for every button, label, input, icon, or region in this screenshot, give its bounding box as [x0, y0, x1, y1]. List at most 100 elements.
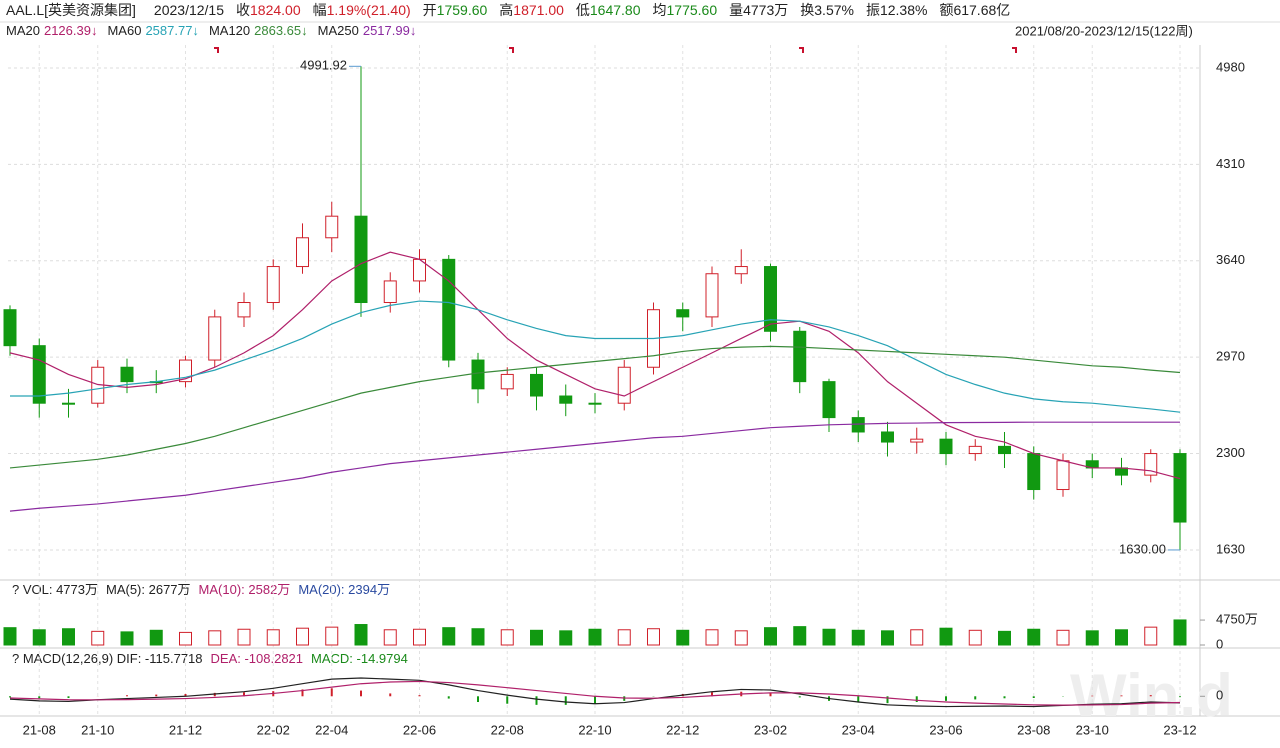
- line: [10, 300, 1181, 413]
- volume-bar: [676, 629, 690, 646]
- y-tick-label: 3640: [1216, 252, 1245, 267]
- line: [9, 345, 1181, 469]
- annotation: 4991.92: [300, 58, 347, 73]
- line: [9, 421, 1181, 512]
- candle-body: [822, 381, 836, 419]
- y-tick-label: 2970: [1216, 349, 1245, 364]
- x-tick-label: 22-02: [257, 722, 290, 737]
- header-label: 换: [800, 2, 814, 18]
- volume-bar: [266, 629, 280, 646]
- volume-bar: [530, 629, 543, 646]
- x-tick-label: 22-04: [315, 722, 348, 737]
- x-tick-label: 22-10: [578, 722, 611, 737]
- candle-body: [32, 345, 46, 404]
- x-tick-label: 23-08: [1017, 722, 1050, 737]
- volume-bar: [1056, 629, 1070, 646]
- candle-body: [1056, 460, 1070, 491]
- candle-body: [734, 266, 748, 275]
- x-tick-label: 22-08: [491, 722, 524, 737]
- header-value: 617.68亿: [953, 2, 1010, 18]
- legend-entry: MA(10): 2582万: [199, 582, 291, 597]
- volume-bar: [764, 627, 777, 646]
- header: AAL.L[英美资源集团] 2023/12/15 收1824.00 幅1.19%(21…: [6, 2, 1010, 18]
- candle-body: [1115, 467, 1128, 476]
- ma-name: MA120: [209, 23, 250, 38]
- candle-body: [939, 438, 953, 455]
- header-label: 额: [939, 2, 953, 18]
- volume-bar: [383, 629, 397, 646]
- y-tick-label: 4310: [1216, 156, 1245, 171]
- volume-bar: [559, 630, 573, 646]
- header-value: 1.19%(21.40): [327, 2, 411, 18]
- y-tick-label: 4980: [1216, 59, 1245, 74]
- header-label: 开: [423, 2, 437, 18]
- candle-body: [910, 438, 924, 443]
- candle-body: [764, 266, 777, 332]
- header-label: 均: [653, 2, 667, 18]
- candle-body: [559, 395, 573, 404]
- x-tick-label: 23-06: [929, 722, 962, 737]
- x-tick-label: 23-02: [754, 722, 787, 737]
- macd-legend: ? MACD(12,26,9) DIF: -115.7718 DEA: -108.…: [12, 651, 408, 666]
- annotation: 1630.00: [1119, 541, 1166, 556]
- x-tick-label: 23-04: [842, 722, 875, 737]
- candle-body: [120, 366, 134, 383]
- candle-body: [500, 373, 514, 390]
- volume-bar: [851, 629, 865, 646]
- volume-bar: [325, 626, 339, 646]
- volume-bar: [237, 628, 251, 646]
- y-tick-label: 0: [1216, 636, 1223, 651]
- volume-bar: [354, 624, 368, 646]
- volume-bar: [32, 629, 46, 646]
- candle-body: [998, 445, 1011, 455]
- candle-body: [1144, 453, 1158, 476]
- volume-bar: [1144, 626, 1158, 646]
- candle-body: [793, 330, 807, 383]
- ma-name: MA60: [107, 23, 141, 38]
- candle-body: [296, 237, 309, 268]
- volume-bar: [998, 630, 1011, 646]
- flags: [214, 47, 1017, 53]
- volume-bar: [793, 626, 807, 646]
- volume-bar: [705, 629, 719, 646]
- line: [9, 677, 1181, 708]
- legend-entry: DEA: -108.2821: [211, 651, 304, 666]
- x-tick-label: 23-10: [1076, 722, 1109, 737]
- candle-body: [237, 302, 251, 318]
- candle-body: [968, 445, 982, 455]
- candle-body: [588, 402, 602, 405]
- line: [9, 251, 1181, 480]
- header-value: 1775.60: [667, 2, 718, 18]
- volume-bar: [822, 628, 836, 646]
- volume-bar: [1027, 628, 1041, 646]
- vol-legend: ? VOL: 4773万 MA(5): 2677万 MA(10): 2582万 MA(…: [12, 582, 390, 597]
- header-label: 收: [236, 2, 250, 18]
- legend-entry: MACD: -14.9794: [311, 651, 408, 666]
- legend-entry: MA(5): 2677万: [106, 582, 191, 597]
- candle-body: [325, 215, 339, 239]
- y-tick-label: 4750万: [1216, 612, 1258, 627]
- x-tick-label: 21-10: [81, 722, 114, 737]
- volume-bar: [296, 627, 309, 646]
- volume-bar: [149, 629, 163, 646]
- volume-bar: [647, 628, 660, 646]
- candle-body: [530, 373, 543, 397]
- x-tick-label: 21-08: [23, 722, 56, 737]
- header-value: 1824.00: [250, 2, 301, 18]
- candle-body: [676, 309, 690, 318]
- legend-entry: ? MACD(12,26,9) DIF: -115.7718: [12, 651, 203, 666]
- candle-body: [705, 273, 719, 318]
- volume-bar: [3, 627, 17, 646]
- candle-body: [383, 280, 397, 304]
- candle-body: [354, 215, 368, 304]
- volume-bar: [413, 628, 426, 646]
- candle-body: [881, 431, 894, 443]
- candle-body: [3, 309, 17, 347]
- x-tick-label: 21-12: [169, 722, 202, 737]
- ma-value: 2126.39↓: [44, 23, 98, 38]
- volume-bar: [1115, 629, 1128, 646]
- volume-bar: [208, 630, 222, 646]
- candle-body: [851, 417, 865, 433]
- ma-name: MA20: [6, 23, 40, 38]
